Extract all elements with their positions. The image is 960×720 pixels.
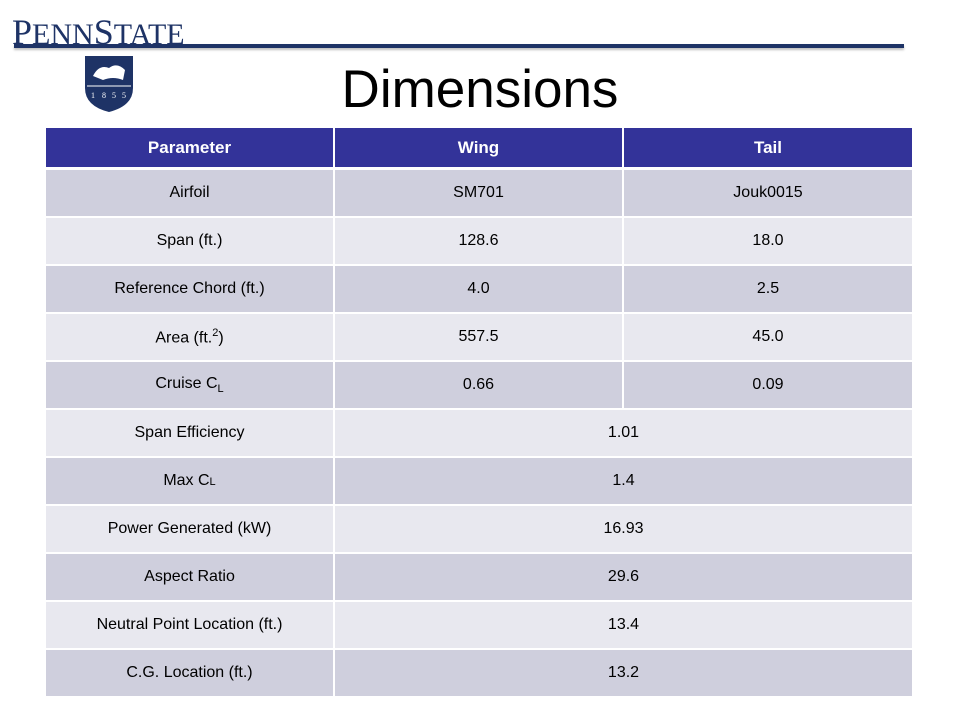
wing-value: 4.0 [334,265,624,314]
row-label: Span Efficiency [46,409,335,458]
header-wing: Wing [334,128,624,170]
wing-value: 557.5 [334,313,624,362]
tail-value: 18.0 [623,217,912,266]
table-row: Reference Chord (ft.) 4.0 2.5 [46,265,912,314]
label-text-end: ) [218,329,224,347]
table-row: Aspect Ratio 29.6 [46,553,912,602]
label-superscript: 2 [212,326,219,339]
merged-value: 16.93 [334,505,912,554]
tail-value: Jouk0015 [623,168,912,218]
table-row: Area (ft.2) 557.5 45.0 [46,313,912,362]
row-label: Span (ft.) [46,217,335,266]
dimensions-table: Parameter Wing Tail Airfoil SM701 Jouk00… [46,128,912,698]
wing-value: 0.66 [334,361,624,410]
merged-value: 29.6 [334,553,912,602]
header-tail: Tail [623,128,912,170]
slide-title: Dimensions [341,60,619,119]
table-row: Max CL 1.4 [46,457,912,506]
table-row: Power Generated (kW) 16.93 [46,505,912,554]
merged-value: 1.01 [334,409,912,458]
row-label: Max CL [46,457,335,506]
shield-year-digit: 5 [122,91,126,100]
merged-value: 13.4 [334,601,912,650]
tail-value: 0.09 [623,361,912,410]
label-text: Area (ft. [155,329,213,347]
wing-value: SM701 [334,168,624,218]
merged-value: 13.2 [334,649,912,698]
row-label: Neutral Point Location (ft.) [46,601,335,650]
tail-value: 45.0 [623,313,912,362]
header-parameter: Parameter [46,128,335,170]
label-subscript: L [217,383,224,396]
row-label: Area (ft.2) [46,313,335,362]
row-label: Reference Chord (ft.) [46,265,335,314]
merged-value: 1.4 [334,457,912,506]
row-label: Power Generated (kW) [46,505,335,554]
table-header-row: Parameter Wing Tail [46,128,912,170]
label-text: Max C [163,472,210,489]
pennstate-shield-icon: 1 8 5 5 [85,56,133,112]
tail-value: 2.5 [623,265,912,314]
table-row: Airfoil SM701 Jouk0015 [46,168,912,218]
table-row: Neutral Point Location (ft.) 13.4 [46,601,912,650]
table-row: C.G. Location (ft.) 13.2 [46,649,912,698]
row-label: Aspect Ratio [46,553,335,602]
wing-value: 128.6 [334,217,624,266]
shield-year-digit: 8 [102,91,106,100]
wordmark-p: P [12,12,33,52]
table-row: Cruise CL 0.66 0.09 [46,361,912,410]
row-label: Cruise CL [46,361,335,410]
table-row: Span Efficiency 1.01 [46,409,912,458]
wordmark-s: S [93,12,114,52]
shield-year-digit: 1 [91,91,95,100]
header-rule [14,44,904,48]
table-row: Span (ft.) 128.6 18.0 [46,217,912,266]
row-label: Airfoil [46,168,335,218]
label-small: L [209,476,216,488]
shield-year-digit: 5 [112,91,116,100]
label-text: Cruise C [155,374,218,392]
row-label: C.G. Location (ft.) [46,649,335,698]
